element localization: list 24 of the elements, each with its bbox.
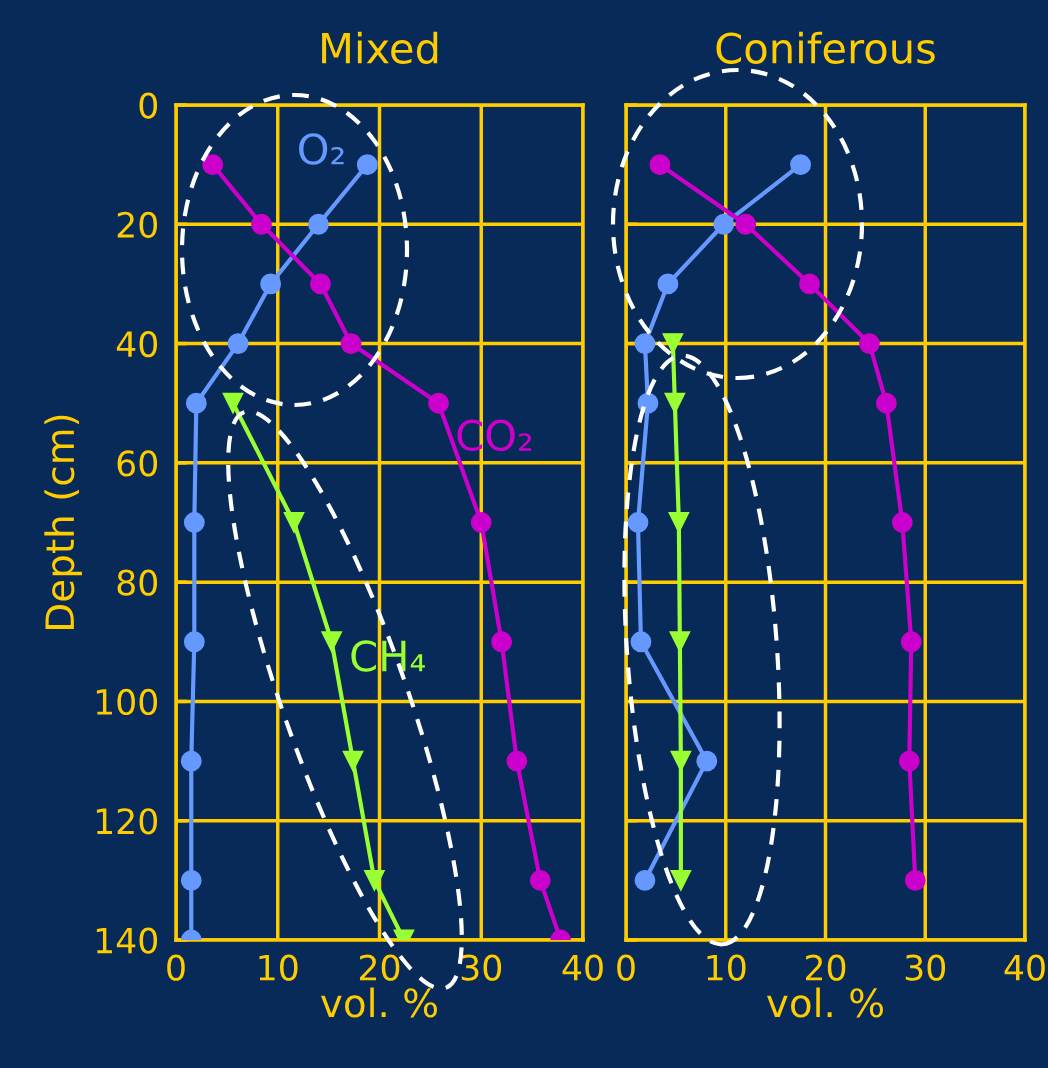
chart-title: Mixed (322, 31, 438, 64)
x-tick-label: 20 (359, 954, 400, 981)
y-tick-label: 20 (117, 211, 158, 238)
x-tick-label: 30 (461, 954, 502, 981)
x-axis-title: vol. % (767, 987, 883, 1018)
x-tick-label: 20 (805, 954, 846, 981)
y-tick-label: 80 (117, 569, 158, 596)
x-tick-label: 30 (905, 954, 946, 981)
x-tick-label: 40 (1004, 954, 1045, 981)
x-tick-label: 10 (707, 954, 746, 981)
y-tick-label: 60 (117, 450, 158, 477)
y-tick-label: 100 (96, 688, 158, 716)
series-label: O₂ (299, 133, 344, 165)
x-tick-label: 40 (562, 954, 603, 981)
chart-title: Coniferous (716, 31, 935, 64)
y-tick-label: 120 (96, 808, 158, 835)
x-tick-label: 0 (167, 954, 185, 981)
x-tick-label: 0 (617, 954, 635, 981)
y-tick-label: 0 (139, 92, 158, 119)
y-tick-label: 140 (96, 927, 158, 954)
y-axis-title: Depth (cm) (44, 415, 82, 629)
x-tick-label: 10 (259, 954, 298, 981)
y-tick-label: 40 (116, 330, 158, 358)
x-axis-title: vol. % (321, 987, 437, 1018)
